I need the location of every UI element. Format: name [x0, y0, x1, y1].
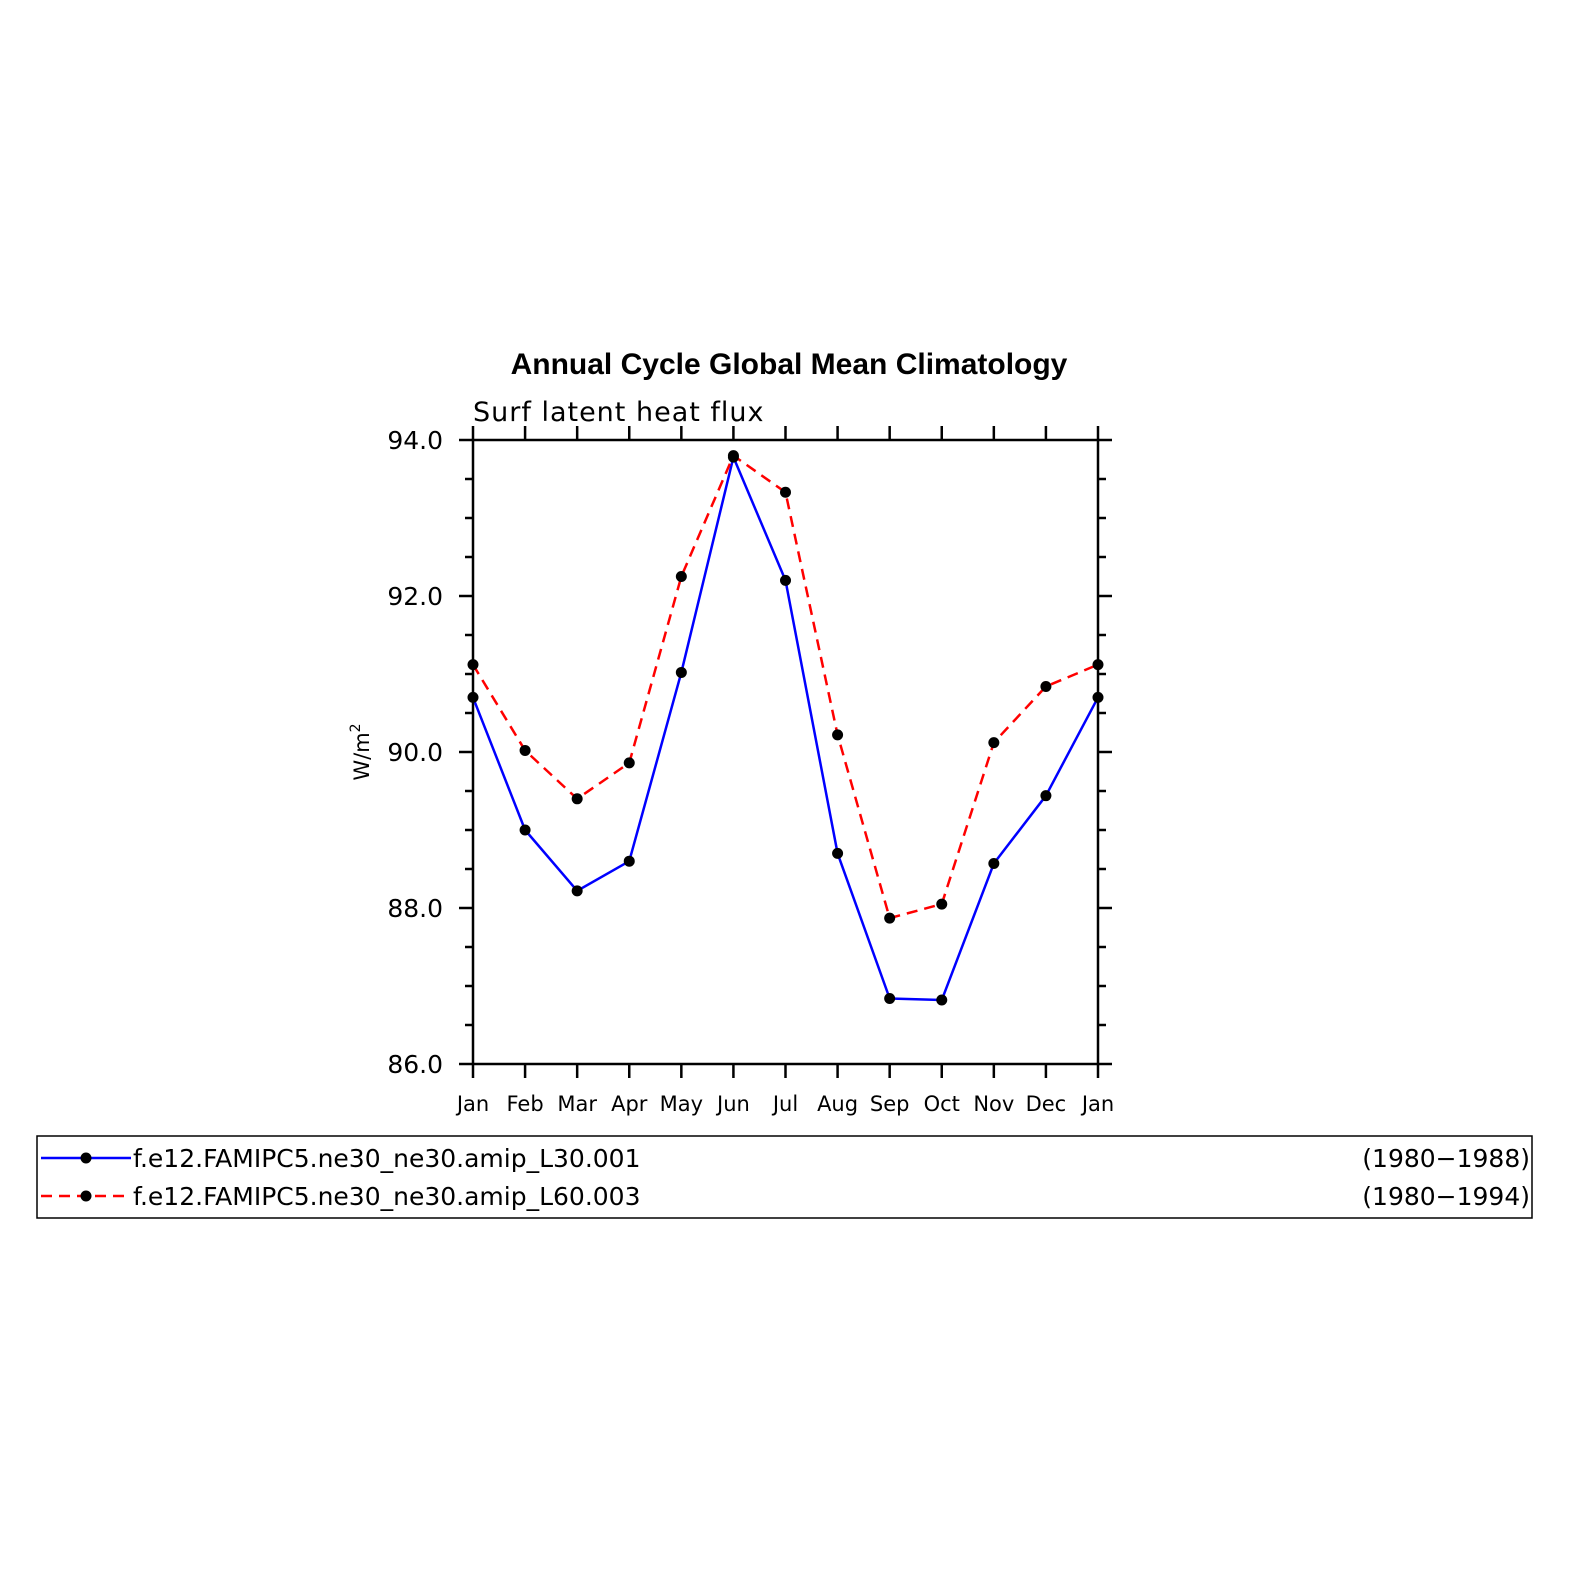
data-point-series-2 [727, 450, 739, 462]
x-tick-label: Dec [1026, 1092, 1067, 1116]
series-lines [471, 454, 1100, 1002]
data-point-series-1 [988, 858, 1000, 870]
plot-area [459, 426, 1112, 1078]
y-axis-label-unit: W/m [350, 732, 374, 780]
plot-frame [471, 438, 1100, 1066]
data-point-series-2 [780, 486, 791, 498]
legend-box [36, 1135, 1533, 1219]
data-point-series-2 [1040, 680, 1052, 692]
data-point-series-1 [884, 992, 896, 1004]
legend: f.e12.FAMIPC5.ne30_ne30.amip_L30.001 (198… [36, 1135, 1533, 1219]
y-tick-label: 94.0 [387, 426, 443, 455]
legend-period-1: (1980−1988) [1362, 1144, 1530, 1173]
x-tick-label: Jan [1080, 1092, 1114, 1116]
data-point-series-1 [467, 691, 479, 703]
data-point-series-1 [780, 574, 791, 586]
y-tick-label: 86.0 [387, 1050, 443, 1079]
data-point-series-2 [832, 729, 844, 741]
x-tick-label: Apr [611, 1092, 648, 1116]
y-tick-label: 90.0 [387, 738, 443, 767]
legend-label-1: f.e12.FAMIPC5.ne30_ne30.amip_L30.001 [133, 1144, 641, 1173]
data-point-series-2 [988, 737, 1000, 749]
axis-ticks [459, 426, 1112, 1078]
x-tick-label: May [660, 1092, 703, 1116]
data-point-series-2 [623, 757, 635, 769]
legend-entries: f.e12.FAMIPC5.ne30_ne30.amip_L30.001 (198… [41, 1144, 1530, 1211]
data-point-series-1 [519, 824, 531, 836]
data-point-series-1 [675, 666, 687, 678]
data-point-series-1 [1040, 790, 1052, 802]
data-point-series-1 [623, 855, 635, 867]
data-point-series-2 [467, 659, 479, 671]
y-tick-label: 92.0 [387, 582, 443, 611]
x-tick-label: Sep [870, 1092, 910, 1116]
data-point-series-2 [519, 744, 531, 756]
data-point-series-2 [1092, 659, 1104, 671]
data-point-series-1 [571, 885, 583, 897]
x-tick-label: Aug [817, 1092, 858, 1116]
legend-period-2: (1980−1994) [1362, 1182, 1530, 1211]
x-tick-labels: Jan Feb Mar Apr May Jun Jul Aug Sep Oct Nov Dec Jan [455, 1092, 1114, 1116]
legend-marker-2 [80, 1190, 92, 1202]
y-axis-label: W/m2 [348, 723, 374, 780]
series-markers [467, 450, 1104, 1006]
series-line-1 [471, 455, 1100, 1002]
x-tick-label: Jun [715, 1092, 750, 1116]
x-tick-label: Oct [924, 1092, 960, 1116]
data-point-series-2 [675, 571, 687, 582]
x-tick-label: Jul [771, 1092, 798, 1116]
y-axis-label-superscript: 2 [348, 723, 364, 732]
legend-marker-1 [80, 1152, 92, 1164]
x-tick-label: Feb [506, 1092, 543, 1116]
x-tick-label: Mar [557, 1092, 597, 1116]
data-point-series-1 [832, 847, 844, 859]
data-point-series-1 [936, 994, 948, 1006]
data-point-series-1 [1092, 691, 1104, 703]
chart-title: Annual Cycle Global Mean Climatology [511, 348, 1068, 381]
data-point-series-2 [571, 793, 583, 805]
data-point-series-2 [936, 898, 948, 910]
chart-subtitle: Surf latent heat flux [473, 397, 765, 428]
data-point-series-2 [884, 912, 896, 924]
x-tick-label: Nov [973, 1092, 1014, 1116]
x-tick-label: Jan [455, 1092, 489, 1116]
legend-label-2: f.e12.FAMIPC5.ne30_ne30.amip_L60.003 [133, 1182, 641, 1211]
y-tick-label: 88.0 [387, 894, 443, 923]
y-tick-labels: 86.0 88.0 90.0 92.0 94.0 [387, 426, 443, 1079]
